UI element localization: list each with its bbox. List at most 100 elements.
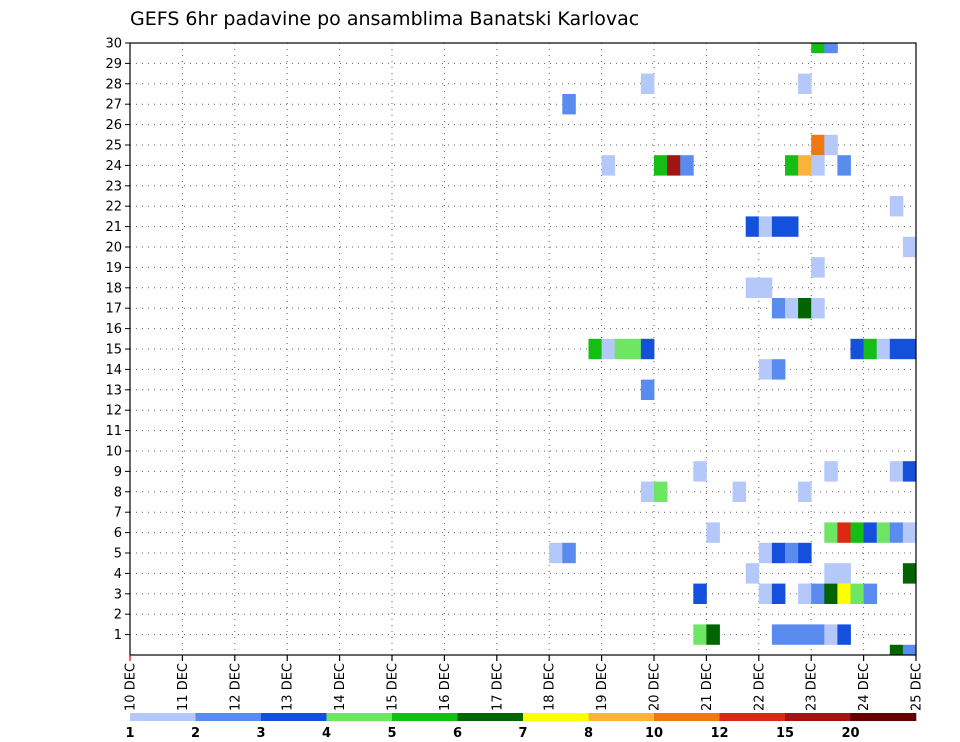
precip-cell	[837, 583, 851, 604]
precip-cell	[745, 216, 760, 237]
precip-cell	[601, 338, 616, 360]
precip-cell	[798, 624, 812, 645]
precip-cell	[824, 134, 838, 156]
y-tick-label: 29	[105, 57, 122, 72]
y-tick-label: 20	[105, 241, 122, 256]
precip-cell	[771, 359, 786, 380]
precip-cell	[640, 338, 655, 360]
precip-cell	[627, 338, 642, 360]
precip-cell	[837, 155, 851, 176]
precip-cell	[876, 522, 891, 543]
precip-cell	[798, 73, 812, 94]
precip-cell	[614, 338, 629, 360]
legend-label: 20	[841, 726, 859, 741]
precip-cell	[889, 338, 904, 360]
precip-cell	[902, 522, 917, 543]
legend-label: 2	[191, 726, 200, 741]
precip-cell	[889, 644, 904, 655]
y-tick-label: 10	[105, 445, 122, 460]
precip-cell	[771, 216, 786, 237]
precip-cell	[771, 298, 786, 319]
legend-label: 3	[256, 726, 265, 741]
x-tick-label: 23 DEC	[805, 663, 820, 711]
x-tick-label: 19 DEC	[595, 663, 610, 711]
precip-cell	[811, 155, 825, 176]
y-tick-label: 3	[114, 587, 122, 602]
precip-cell	[640, 73, 655, 94]
precip-cell	[824, 522, 838, 543]
legend-swatch	[588, 713, 655, 721]
y-tick-label: 14	[105, 363, 122, 378]
y-tick-label: 5	[114, 547, 122, 562]
x-tick-label: 20 DEC	[648, 663, 663, 711]
precip-cell	[850, 583, 864, 604]
x-tick-label: 18 DEC	[543, 663, 558, 711]
precip-cell	[758, 583, 773, 604]
y-axis: 1234567891011121314151617181920212223242…	[105, 37, 130, 643]
legend-swatch	[719, 713, 786, 721]
precip-cell	[745, 277, 760, 298]
x-tick-label: 24 DEC	[857, 663, 872, 711]
y-tick-label: 18	[105, 281, 122, 296]
precip-cell	[654, 155, 668, 176]
y-tick-label: 22	[105, 200, 122, 215]
legend-label: 6	[453, 726, 462, 741]
legend-swatch	[523, 713, 589, 721]
legend-swatch	[392, 713, 458, 721]
precip-cell	[863, 522, 878, 543]
legend-label: 15	[776, 726, 794, 741]
legend-swatch	[457, 713, 524, 721]
y-tick-label: 4	[114, 567, 122, 582]
precip-cell	[811, 298, 825, 319]
legend-label: 1	[125, 726, 134, 741]
y-tick-label: 28	[105, 77, 122, 92]
x-tick-label: 25 DEC	[910, 663, 925, 711]
legend-swatch	[785, 713, 851, 721]
precip-cell	[667, 155, 681, 176]
precip-cell	[706, 624, 720, 645]
x-tick-label: 10 DEC	[124, 663, 139, 711]
precip-cell	[693, 461, 707, 482]
y-tick-label: 16	[105, 322, 122, 337]
precip-cell	[745, 563, 760, 584]
y-tick-label: 1	[114, 628, 122, 643]
precip-cell	[811, 583, 825, 604]
y-tick-label: 7	[114, 506, 122, 521]
precip-cell	[824, 563, 838, 584]
legend-swatch	[850, 713, 917, 721]
y-tick-label: 26	[105, 118, 122, 133]
precip-cell	[811, 257, 825, 278]
legend-swatch	[195, 713, 262, 721]
precip-cell	[902, 236, 917, 258]
precip-cell	[902, 644, 917, 655]
color-legend: 1 2 3 4 5 6 7 8 10 12 15 20	[125, 713, 917, 741]
precip-cell	[588, 338, 602, 360]
precip-cell	[863, 583, 878, 604]
precip-cell	[693, 624, 707, 645]
legend-label: 4	[322, 726, 331, 741]
precip-cell	[798, 481, 812, 502]
precip-cell	[785, 216, 799, 237]
precip-cell	[863, 338, 878, 360]
precip-cell	[771, 583, 786, 604]
x-tick-label: 11 DEC	[176, 663, 191, 711]
precip-cell	[758, 542, 773, 564]
precip-cell	[680, 155, 694, 176]
legend-label: 5	[387, 726, 396, 741]
precipitation-cells	[549, 43, 917, 655]
precip-cell	[562, 94, 576, 115]
legend-swatch	[654, 713, 720, 721]
precip-cell	[889, 522, 904, 543]
x-tick-label: 21 DEC	[700, 663, 715, 711]
precip-cell	[902, 461, 917, 482]
precip-cell	[758, 277, 773, 298]
x-tick-label: 12 DEC	[228, 663, 243, 711]
precip-cell	[640, 379, 655, 400]
precip-cell	[837, 522, 851, 543]
y-tick-label: 24	[105, 159, 122, 174]
precip-cell	[889, 196, 904, 217]
precip-cell	[758, 359, 773, 380]
legend-swatch	[326, 713, 393, 721]
precip-cell	[654, 481, 668, 502]
